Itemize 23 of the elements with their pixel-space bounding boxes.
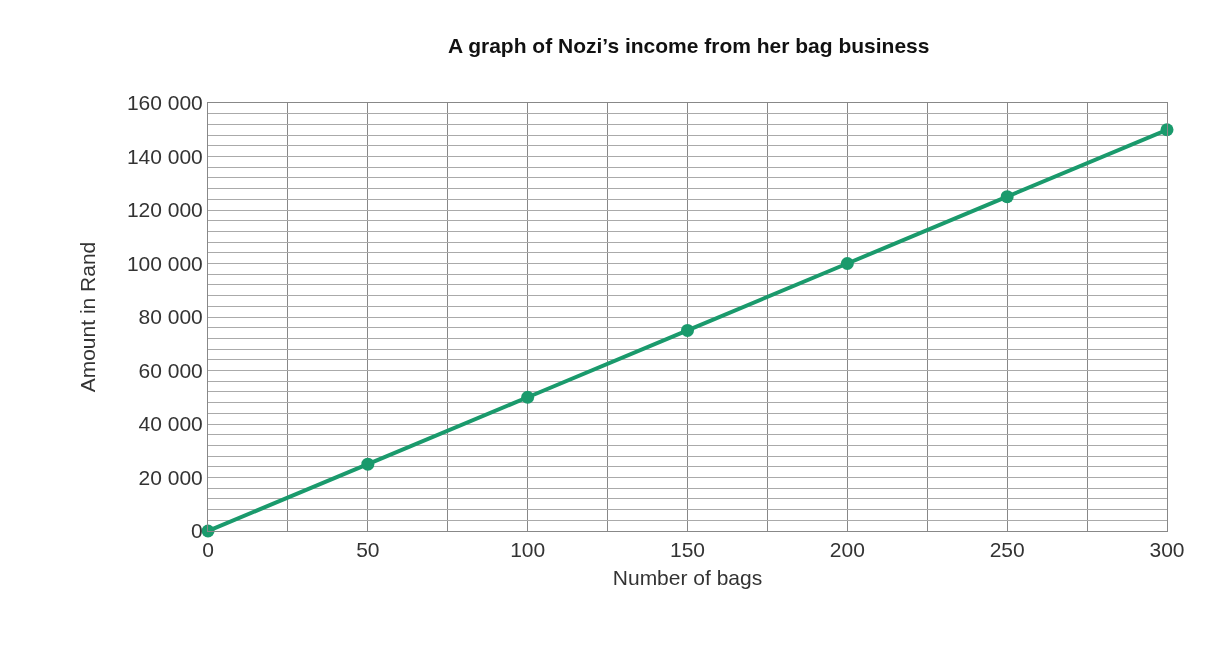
point: [1000, 190, 1014, 204]
y-axis-title: Amount in Rand: [76, 241, 100, 393]
x-tick-label: 150: [669, 538, 706, 562]
y-tick-label: 120 000: [126, 198, 203, 222]
y-tick-label: 140 000: [126, 144, 203, 168]
point: [840, 257, 854, 270]
x-tick-label: 50: [356, 538, 380, 562]
point: [681, 323, 694, 337]
y-tick-label: 100 000: [126, 251, 203, 275]
x-tick-label: 300: [1149, 538, 1185, 562]
y-tick-label: 160 000: [126, 91, 203, 115]
point: [521, 390, 535, 404]
y-tick-label: 40 000: [138, 412, 203, 436]
y-tick-label: 20 000: [138, 465, 203, 489]
chart-title: A graph of Nozi’s income from her bag business: [447, 33, 930, 57]
x-tick-label: 200: [829, 538, 865, 562]
point: [361, 457, 375, 471]
x-tick-label: 100: [510, 538, 546, 562]
y-tick-label: 60 000: [138, 358, 203, 382]
x-axis-title: Number of bags: [612, 566, 763, 590]
y-tick-label: 0: [191, 519, 203, 543]
y-tick-label: 80 000: [138, 305, 203, 329]
x-tick-label: 250: [989, 538, 1025, 562]
